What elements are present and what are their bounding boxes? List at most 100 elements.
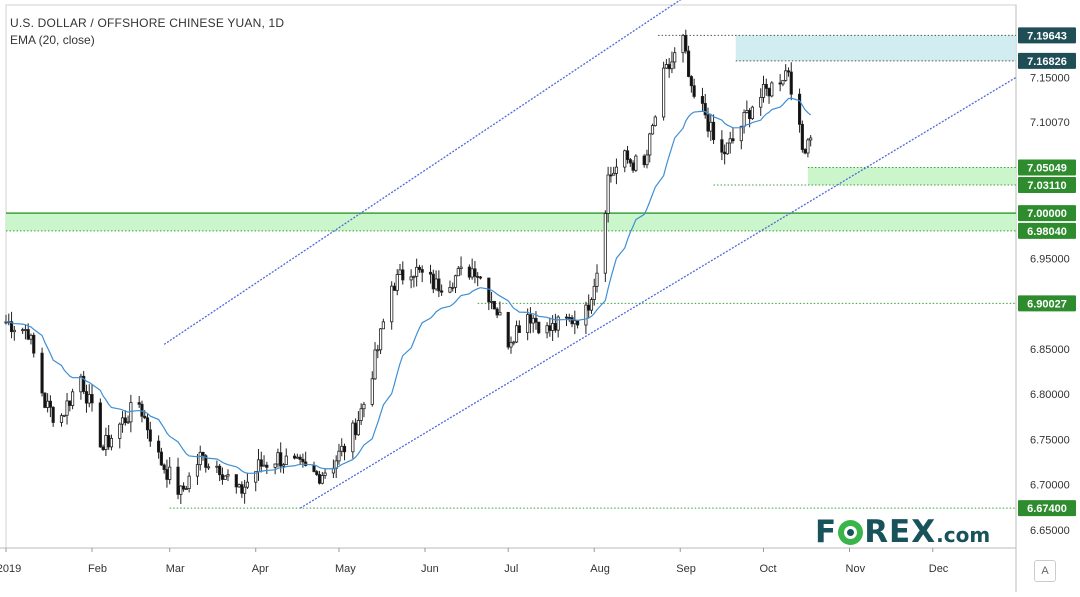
level-label-2: 7.05049: [1027, 162, 1067, 174]
candle-body: [692, 85, 696, 97]
candle-body: [748, 110, 752, 120]
candle-body: [689, 76, 693, 87]
y-tick-label: 6.70000: [1030, 480, 1070, 492]
candle-body: [281, 464, 286, 467]
candle-body: [551, 323, 555, 331]
candle-body: [431, 273, 435, 290]
candle-body: [459, 266, 463, 270]
candle-body: [589, 299, 594, 311]
candle-body: [711, 121, 716, 141]
candle-body: [453, 275, 458, 288]
candle-body: [573, 320, 577, 325]
candle-body: [456, 268, 460, 277]
x-tick-label: Aug: [590, 563, 610, 575]
x-tick-label: Jul: [504, 563, 518, 575]
candle-body: [165, 469, 169, 480]
candle-body: [107, 435, 111, 448]
x-tick-label: Nov: [846, 563, 866, 575]
candle-body: [98, 402, 102, 448]
candle-body: [157, 440, 161, 453]
candle-body: [68, 400, 72, 406]
candle-body: [376, 349, 380, 352]
candle-body: [176, 466, 180, 495]
candle-body: [354, 422, 358, 436]
candle-body: [492, 300, 496, 310]
candle-body: [79, 375, 83, 393]
candle-body: [667, 64, 671, 70]
candle-body: [254, 471, 258, 483]
candle-body: [62, 414, 66, 417]
candle-body: [653, 116, 657, 126]
candle-body: [548, 325, 552, 331]
candle-body: [295, 456, 299, 459]
candle-body: [51, 406, 55, 423]
candle-body: [46, 400, 50, 408]
candle-body: [359, 408, 363, 421]
candle-body: [137, 402, 141, 405]
candle-body: [473, 268, 477, 277]
candle-body: [750, 106, 754, 120]
auto-scale-button[interactable]: A: [1034, 560, 1056, 582]
candle-body: [240, 484, 244, 494]
candle-body: [32, 334, 36, 354]
candle-body: [356, 420, 360, 436]
y-tick-label: 6.65000: [1030, 525, 1070, 537]
level-label-bg: [1018, 205, 1076, 222]
candle-body: [243, 486, 247, 494]
candle-body: [284, 455, 288, 466]
candle-body: [631, 162, 635, 171]
candle-body: [182, 485, 186, 490]
candle-body: [786, 70, 791, 73]
candle-body: [745, 110, 749, 113]
candle-body: [584, 304, 588, 326]
level-label-bg: [1018, 222, 1076, 239]
candle-body: [104, 435, 108, 450]
candle-body: [262, 464, 266, 467]
candle-body: [528, 314, 532, 324]
candle-body: [623, 150, 627, 168]
level-label-bg: [1018, 177, 1076, 194]
candle-body: [603, 213, 607, 274]
candle-body: [220, 474, 225, 480]
zone-1: [807, 167, 1016, 186]
candle-body: [234, 474, 238, 488]
y-tick-label: 6.80000: [1030, 389, 1070, 401]
candle-body: [370, 378, 374, 405]
candle-body: [803, 149, 807, 154]
candle-body: [534, 317, 538, 323]
candle-body: [700, 96, 705, 104]
candle-body: [684, 35, 688, 52]
candle-body: [587, 304, 591, 311]
candle-body: [43, 392, 47, 408]
x-tick-label: Oct: [760, 563, 777, 575]
candle-body: [245, 481, 249, 488]
level-label-3: 7.03110: [1027, 180, 1066, 192]
candle-body: [362, 403, 366, 410]
candle-body: [215, 465, 219, 468]
candle-body: [265, 464, 269, 468]
candle-body: [495, 308, 499, 316]
candle-body: [298, 456, 302, 460]
candle-body: [351, 422, 355, 453]
candle-body: [129, 402, 133, 423]
ema-line: [5, 97, 812, 474]
candle-body: [784, 70, 788, 81]
candle-body: [312, 465, 316, 472]
candle-body: [595, 272, 599, 287]
candle-body: [470, 268, 474, 278]
candle-body: [476, 275, 480, 278]
candle-body: [570, 317, 574, 325]
candle-body: [531, 317, 535, 324]
candle-body: [628, 159, 632, 164]
level-label-5: 6.98040: [1027, 226, 1067, 238]
candle-body: [728, 138, 732, 144]
candle-body: [420, 269, 424, 273]
y-tick-label: 7.15000: [1030, 72, 1070, 84]
candle-body: [434, 278, 438, 290]
x-tick-label: Feb: [88, 563, 107, 575]
candle-body: [109, 438, 114, 448]
x-tick-label: Dec: [929, 563, 949, 575]
level-label-bg: [1018, 27, 1076, 44]
candle-body: [40, 352, 44, 394]
